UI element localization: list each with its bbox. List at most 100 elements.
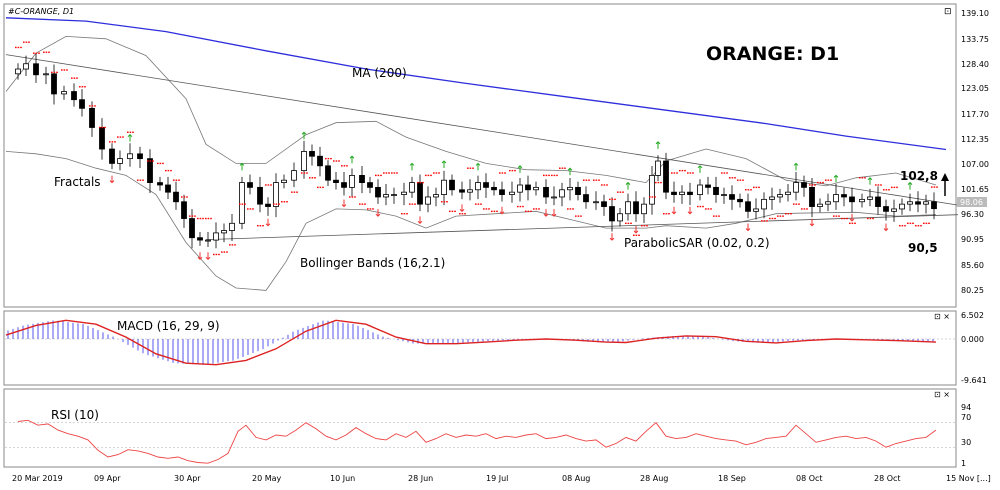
macd-label: MACD (16, 29, 9): [117, 319, 220, 333]
date-label: 20 Mar 2019: [12, 474, 63, 483]
candle-bearish: [687, 191, 693, 195]
psar-dot: [763, 220, 766, 222]
psar-dot: [835, 215, 838, 217]
psar-dot: [580, 215, 582, 217]
psar-dot: [417, 181, 419, 184]
psar-dot: [679, 169, 681, 172]
psar-dot: [684, 169, 686, 172]
psar-dot: [488, 208, 490, 210]
lower-level-label: 90,5: [908, 241, 938, 255]
psar-dot: [84, 86, 86, 88]
psar-dot: [511, 169, 514, 172]
fractal-up-icon: [655, 141, 661, 149]
psar-dot: [480, 203, 482, 205]
maximize-icon[interactable]: ⊡: [944, 7, 952, 17]
psar-dot: [301, 172, 303, 174]
psar-label: ParabolicSAR (0.02, 0.2): [624, 236, 770, 250]
psar-dot: [317, 186, 319, 189]
psar-dot: [569, 208, 572, 210]
fractals-label: Fractals: [54, 175, 101, 189]
candle-bearish: [737, 198, 743, 203]
psar-dot: [504, 172, 506, 174]
psar-dot: [223, 251, 226, 253]
psar-dot: [181, 196, 183, 198]
psar-dot: [162, 162, 164, 165]
fractal-down-head: [459, 208, 465, 213]
candle-bullish: [213, 232, 219, 241]
candle-bullish: [517, 184, 523, 193]
psar-dot: [403, 213, 406, 215]
candle-bearish: [147, 158, 153, 183]
psar-dot: [273, 203, 275, 205]
price-tick-label: 133.75: [961, 35, 989, 44]
date-label: 10 Jun: [330, 474, 355, 483]
fractal-down-head: [341, 204, 347, 208]
fractal-up-icon: [867, 177, 873, 185]
psar-dot: [239, 203, 241, 205]
candle-bearish: [525, 184, 531, 191]
psar-dot: [575, 215, 577, 217]
psar-dot: [777, 215, 779, 217]
fractal-up-head: [127, 133, 133, 138]
psar-dot: [551, 174, 553, 177]
close-icon[interactable]: ⊡ ×: [934, 312, 950, 321]
psar-dot: [702, 205, 704, 208]
psar-dot: [127, 131, 129, 133]
candle-bearish: [841, 194, 847, 198]
psar-dot: [207, 217, 210, 220]
psar-dot: [435, 172, 438, 174]
psar-dot: [265, 184, 267, 186]
fractal-down-icon: [687, 206, 693, 215]
psar-dot: [651, 196, 654, 198]
psar-dot: [485, 208, 488, 210]
psar-dot: [585, 179, 588, 181]
psar-dot: [888, 189, 890, 191]
psar-dot: [545, 174, 548, 177]
fractal-down-icon: [809, 218, 815, 227]
fractal-down-icon: [551, 209, 557, 217]
date-label: 19 Jul: [486, 474, 508, 483]
psar-dot: [509, 169, 511, 172]
psar-dot: [883, 189, 885, 191]
ma-200-line: [5, 17, 947, 151]
candle-bullish: [281, 179, 287, 183]
psar-dot: [99, 126, 101, 129]
psar-dot: [191, 215, 194, 217]
fractal-down-head: [551, 213, 557, 217]
psar-dot: [293, 191, 296, 193]
candle-bullish: [117, 158, 123, 164]
psar-dot: [491, 210, 493, 213]
psar-dot: [335, 160, 338, 162]
psar-dot: [79, 86, 81, 88]
psar-dot: [202, 217, 204, 220]
candle-bullish: [753, 208, 759, 212]
candle-bullish: [891, 208, 897, 212]
candle-bullish: [679, 191, 685, 195]
bollinger-upper-band: [5, 35, 937, 187]
psar-dot: [322, 186, 324, 189]
psar-dot: [94, 105, 96, 107]
psar-dot: [56, 71, 58, 74]
fractal-up-icon: [567, 167, 573, 176]
candle-bullish: [409, 182, 415, 193]
psar-dot: [438, 172, 440, 174]
psar-dot: [635, 234, 638, 236]
psar-dot: [303, 172, 306, 174]
psar-dot: [286, 201, 288, 203]
candle-bullish: [655, 160, 661, 176]
candle-bearish: [713, 186, 719, 195]
fractal-down-head: [499, 211, 505, 215]
close-icon[interactable]: ⊡ ×: [934, 390, 950, 399]
psar-dot: [912, 222, 914, 225]
psar-dot: [630, 222, 632, 225]
psar-dot: [622, 191, 624, 193]
psar-dot: [411, 203, 414, 205]
psar-dot: [183, 196, 186, 198]
date-label: 18 Sep: [718, 474, 746, 483]
psar-dot: [782, 215, 784, 217]
psar-dot: [464, 213, 466, 215]
psar-dot: [306, 172, 308, 174]
candle-bearish: [849, 196, 855, 203]
candle-bullish: [467, 189, 473, 193]
candle-bullish: [867, 196, 873, 200]
